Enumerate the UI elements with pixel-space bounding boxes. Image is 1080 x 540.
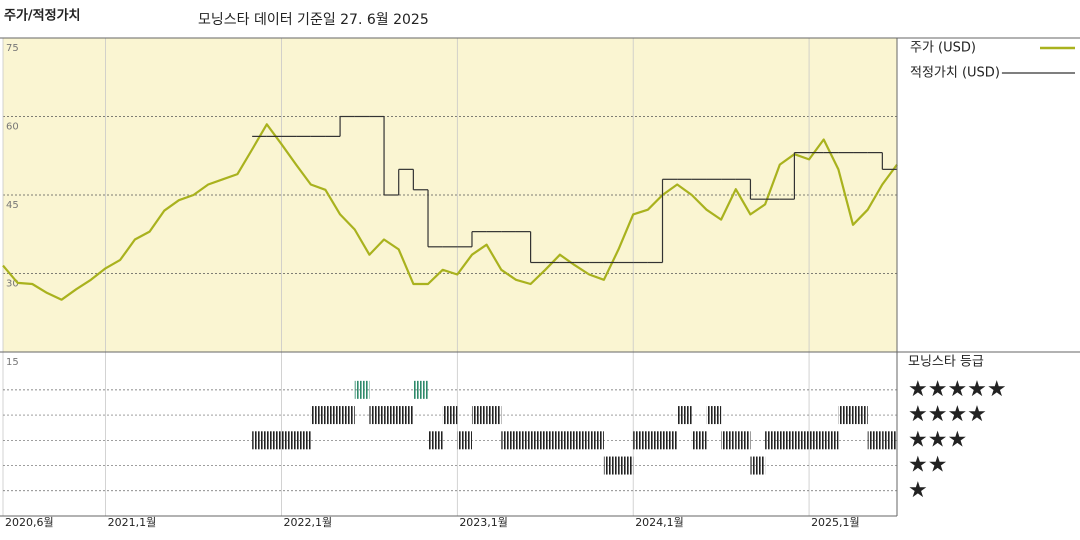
y-tick-label: 45: [6, 200, 19, 211]
rating-bar: [486, 406, 502, 425]
rating-bar: [325, 406, 341, 425]
rating-bar: [471, 406, 487, 425]
rating-bar: [442, 406, 458, 425]
rating-bar: [530, 431, 546, 450]
rating-bar: [677, 406, 692, 425]
rating-bar: [589, 431, 604, 450]
rating-bar: [413, 380, 429, 399]
rating-bar: [691, 431, 707, 450]
rating-bar: [369, 406, 385, 425]
legend-label: 적정가치 (USD): [910, 66, 1000, 81]
x-tick-label: 2021,1월: [108, 516, 157, 529]
rating-bar: [618, 456, 634, 475]
rating-bar: [809, 431, 824, 450]
rating-bar: [545, 431, 560, 450]
rating-bar: [384, 406, 399, 425]
x-tick-label: 2020,6월: [5, 516, 54, 529]
rating-bar: [515, 431, 531, 450]
rating-bar: [750, 456, 766, 475]
x-tick-label: 2024,1월: [635, 516, 684, 529]
rating-bar: [281, 431, 297, 450]
rating-bar: [853, 406, 868, 425]
rating-label: ★★★★: [908, 402, 987, 427]
rating-bar: [354, 380, 370, 399]
rating-bar: [823, 431, 839, 450]
rating-bar: [721, 431, 736, 450]
rating-label: ★★★★★: [908, 377, 1007, 402]
x-tick-label: 2025,1월: [811, 516, 860, 529]
rating-bar: [310, 406, 326, 425]
rating-bar: [252, 431, 267, 450]
rating-label: ★★★: [908, 427, 967, 452]
rating-bar: [779, 431, 795, 450]
chart-subtitle: 모닝스타 데이터 기준일 27. 6월 2025: [198, 12, 429, 28]
rating-bar: [501, 431, 516, 450]
price-line: [2, 123, 898, 301]
rating-bar: [296, 431, 311, 450]
y-tick-label: 75: [6, 43, 19, 54]
rating-title: 모닝스타 등급: [908, 355, 984, 370]
rating-bar: [867, 431, 883, 450]
marks: [2, 115, 898, 475]
rating-bar: [266, 431, 282, 450]
legend: 주가 (USD)적정가치 (USD)★★★★★★★★★★★★★★★: [908, 41, 1075, 503]
rating-bar: [428, 431, 443, 450]
rating-bar: [633, 431, 648, 450]
rating-bar: [735, 431, 751, 450]
price-panel: [3, 38, 897, 352]
rating-label: ★★: [908, 453, 947, 478]
y-tick-label: 15: [6, 357, 19, 368]
rating-bar: [574, 431, 590, 450]
rating-label: ★: [908, 478, 928, 503]
y-tick-label: 30: [6, 279, 19, 290]
rating-bar: [398, 406, 414, 425]
rating-bar: [457, 431, 472, 450]
rating-bar: [706, 406, 722, 425]
rating-bar: [603, 456, 619, 475]
rating-bar: [662, 431, 678, 450]
rating-bar: [794, 431, 810, 450]
x-tick-label: 2022,1월: [283, 516, 332, 529]
legend-label: 주가 (USD): [910, 41, 976, 56]
rating-bar: [559, 431, 575, 450]
rating-bar: [647, 431, 663, 450]
x-tick-label: 2023,1월: [459, 516, 508, 529]
rating-bar: [882, 431, 897, 450]
rating-bar: [765, 431, 780, 450]
y-tick-label: 60: [6, 122, 19, 133]
chart-title: 주가/적정가치: [4, 8, 81, 24]
rating-bar: [838, 406, 854, 425]
rating-bar: [340, 406, 355, 425]
